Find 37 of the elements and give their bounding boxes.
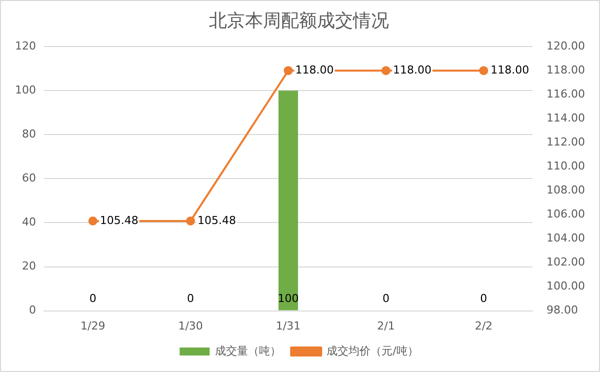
x-tick-label: 2/2 [474,319,493,332]
legend-label: 成交量（吨） [215,344,282,358]
y2-tick-label: 98.00 [546,304,578,317]
x-tick-label: 1/30 [178,319,203,332]
legend-label: 成交均价（元/吨） [326,344,418,358]
y2-tick-label: 114.00 [546,112,586,125]
x-tick-label: 1/29 [80,319,106,332]
data-label: 118.00 [392,63,432,76]
data-label: 100 [278,292,299,306]
y-tick-label: 40 [22,216,36,229]
data-label: 105.48 [100,214,138,227]
x-tick-label: 1/31 [276,319,301,332]
y2-tick-label: 104.00 [546,232,586,245]
y-tick-label: 0 [28,304,36,317]
y2-tick-label: 118.00 [546,63,586,76]
y-tick-label: 20 [22,260,36,273]
data-label: 0 [382,292,390,306]
y2-tick-label: 102.00 [546,256,586,269]
data-label: 0 [89,292,96,306]
y2-tick-label: 108.00 [546,184,586,197]
y2-tick-label: 112.00 [546,136,586,149]
y-tick-label: 120 [14,39,36,52]
data-label: 105.48 [198,214,236,227]
x-tick-label: 2/1 [377,319,395,332]
y2-tick-label: 120.00 [546,39,586,52]
data-label: 118.00 [295,63,334,76]
data-label: 118.00 [490,63,530,76]
y-tick-label: 80 [22,128,36,141]
y-tick-label: 60 [22,172,36,185]
y-tick-label: 100 [14,83,36,96]
chart-title: 北京本周配额成交情况 [209,10,389,32]
data-label: 0 [480,292,488,306]
y2-tick-label: 110.00 [546,160,586,173]
y2-tick-label: 100.00 [546,280,586,293]
y2-tick-label: 116.00 [546,87,586,100]
y2-tick-label: 106.00 [546,208,586,221]
data-label: 0 [187,292,194,306]
